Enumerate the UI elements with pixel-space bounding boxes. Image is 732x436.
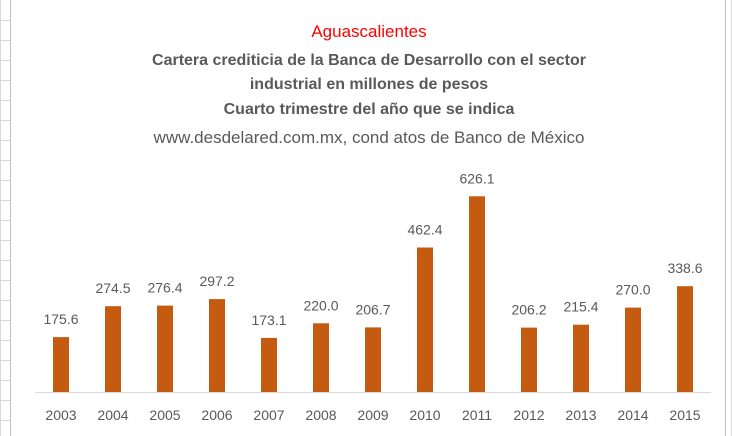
sheet-grid-line (0, 340, 10, 341)
x-tick-label-2006: 2006 (201, 407, 232, 423)
value-label-2014: 270.0 (615, 282, 650, 298)
sheet-grid-line (0, 40, 10, 41)
sheet-grid-line (0, 240, 10, 241)
sheet-grid-line (0, 180, 10, 181)
value-label-2013: 215.4 (563, 299, 598, 315)
sheet-grid-line (0, 380, 10, 381)
x-tick-label-2010: 2010 (409, 407, 440, 423)
sheet-grid-line (0, 220, 10, 221)
chart-subtitle-line-2: industrial en millones de pesos (249, 76, 489, 93)
sheet-grid-line (0, 20, 10, 21)
sheet-grid-line (0, 260, 10, 261)
sheet-grid-line (0, 60, 10, 61)
value-label-2006: 297.2 (199, 273, 234, 289)
chart-source: www.desdelared.com.mx, cond atos de Banc… (153, 128, 585, 147)
bar-2007[interactable] (261, 337, 277, 392)
value-label-2008: 220.0 (303, 297, 338, 313)
sheet-grid-line (0, 0, 1, 436)
x-tick-label-2012: 2012 (513, 407, 544, 423)
sheet-grid-line (0, 280, 10, 281)
bar-2003[interactable] (53, 337, 69, 392)
sheet-grid-line (0, 300, 10, 301)
x-tick-label-2014: 2014 (617, 407, 648, 423)
chart-area[interactable]: Aguascalientes Cartera crediticia de la … (10, 0, 726, 436)
value-label-2010: 462.4 (407, 222, 442, 238)
value-label-2007: 173.1 (251, 312, 286, 328)
bar-2012[interactable] (521, 327, 537, 392)
bar-plot: 175.6 274.5 276.4 297.2 173.1 220.0 206.7 462.4… (35, 170, 711, 423)
value-label-2012: 206.2 (511, 302, 546, 318)
x-tick-label-2003: 2003 (45, 407, 76, 423)
bar-2005[interactable] (157, 305, 173, 392)
sheet-grid-line (0, 140, 10, 141)
bar-2009[interactable] (365, 327, 381, 392)
x-tick-label-2004: 2004 (97, 407, 128, 423)
sheet-grid-line (0, 320, 10, 321)
sheet-grid-line (0, 100, 10, 101)
value-label-2004: 274.5 (95, 280, 130, 296)
x-tick-labels-layer: 2003 2004 2005 2006 2007 2008 2009 2010 2011 2012… (45, 407, 700, 423)
value-label-2005: 276.4 (147, 280, 182, 296)
value-label-2009: 206.7 (355, 301, 390, 317)
sheet-grid-line (0, 200, 10, 201)
bar-2013[interactable] (573, 324, 589, 392)
sheet-grid-line (0, 160, 10, 161)
value-label-2011: 626.1 (459, 170, 494, 186)
bar-2015[interactable] (677, 286, 693, 392)
value-label-2003: 175.6 (43, 311, 78, 327)
x-tick-label-2009: 2009 (357, 407, 388, 423)
bar-2014[interactable] (625, 307, 641, 392)
chart-subtitle-line-3: Cuarto trimestre del año que se indica (223, 101, 515, 118)
sheet-grid-line (0, 420, 10, 421)
x-tick-label-2011: 2011 (462, 407, 492, 423)
x-tick-label-2005: 2005 (149, 407, 180, 423)
bar-2008[interactable] (313, 323, 329, 393)
chart-title: Aguascalientes (311, 22, 427, 41)
x-tick-label-2013: 2013 (565, 407, 596, 423)
x-tick-label-2008: 2008 (305, 407, 336, 423)
x-tick-label-2007: 2007 (253, 407, 284, 423)
bar-2006[interactable] (209, 299, 225, 392)
sheet-grid-line (0, 120, 10, 121)
sheet-grid-line (0, 80, 10, 81)
bar-2010[interactable] (417, 247, 433, 393)
sheet-grid-line (0, 400, 10, 401)
chart-subtitle-line-1: Cartera crediticia de la Banca de Desarr… (152, 52, 586, 69)
value-label-2015: 338.6 (667, 260, 702, 276)
x-tick-label-2015: 2015 (669, 407, 700, 423)
bar-2004[interactable] (105, 306, 121, 392)
bars-layer (53, 196, 693, 393)
bar-2011[interactable] (469, 196, 485, 392)
value-labels-layer: 175.6 274.5 276.4 297.2 173.1 220.0 206.7 462.4… (43, 170, 702, 328)
sheet-grid-line (0, 360, 10, 361)
